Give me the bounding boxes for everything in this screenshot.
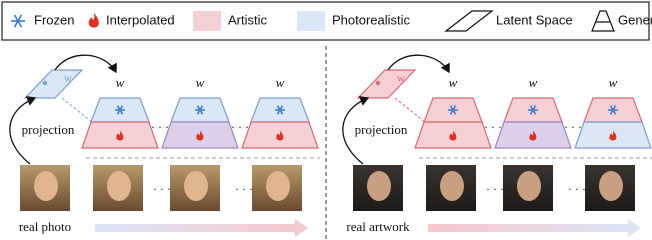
projection-label: projection <box>22 122 75 137</box>
w-label: w <box>116 75 125 90</box>
image-face <box>599 171 623 201</box>
legend-label: Photorealistic <box>332 12 411 27</box>
ellipsis: · · · <box>153 182 171 196</box>
legend-swatch <box>193 11 221 31</box>
ellipsis: · · · <box>564 120 582 134</box>
projection-label: projection <box>355 122 408 137</box>
legend-swatch <box>297 11 325 31</box>
w-label: w <box>609 75 618 90</box>
image-face <box>440 171 464 201</box>
dashed-link <box>395 98 425 122</box>
latent-space <box>25 70 82 98</box>
ellipsis: · · · <box>484 120 502 134</box>
image-face <box>266 171 290 201</box>
image-face <box>34 171 58 201</box>
legend-label: Latent Space <box>496 12 573 27</box>
legend-label: Interpolated <box>106 12 175 27</box>
ellipsis: · · · <box>151 120 169 134</box>
dashed-link <box>62 98 92 122</box>
image-face <box>107 171 131 201</box>
gradient-arrow <box>95 219 308 237</box>
latent-point <box>43 81 47 85</box>
w-label: w <box>276 75 285 90</box>
image-face <box>367 171 391 201</box>
latent-label: w <box>397 73 405 85</box>
legend-label: Generator <box>618 12 652 27</box>
image-face <box>184 171 208 201</box>
ellipsis: · · · <box>231 120 249 134</box>
w-label: w <box>449 75 458 90</box>
latent-label: w <box>64 73 72 85</box>
latent-point <box>376 81 380 85</box>
legend-label: Frozen <box>34 12 74 27</box>
image-face <box>517 171 541 201</box>
legend-label: Artistic <box>228 12 268 27</box>
ellipsis: · · · <box>568 182 586 196</box>
figure: Frozen Interpolated Artistic Photorealistic… <box>0 0 652 240</box>
latent-space <box>358 70 415 98</box>
w-label: w <box>529 75 538 90</box>
gradient-arrow <box>428 219 641 237</box>
input-label: real artwork <box>346 219 410 234</box>
ellipsis: · · · <box>235 182 253 196</box>
input-label: real photo <box>19 219 71 234</box>
ellipsis: · · · <box>486 182 504 196</box>
w-label: w <box>196 75 205 90</box>
